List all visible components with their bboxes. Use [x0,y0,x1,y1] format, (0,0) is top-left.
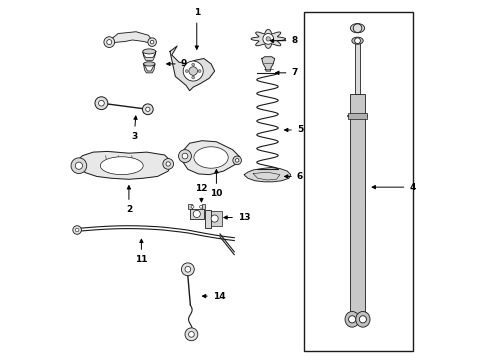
Text: 10: 10 [210,170,222,198]
Text: 13: 13 [224,213,250,222]
Circle shape [183,61,203,81]
Circle shape [75,228,79,232]
Circle shape [181,263,194,276]
Bar [190,208,204,219]
Circle shape [98,100,104,106]
Circle shape [266,37,270,41]
Circle shape [150,40,154,44]
Circle shape [355,38,360,44]
Polygon shape [143,52,156,60]
Text: 8: 8 [270,36,298,45]
Ellipse shape [143,49,156,54]
Ellipse shape [352,37,363,44]
Bar [211,211,222,226]
Polygon shape [144,64,155,73]
Text: 4: 4 [372,183,416,192]
Polygon shape [262,57,275,71]
Text: 11: 11 [135,239,147,264]
Ellipse shape [144,62,155,66]
Circle shape [263,33,273,44]
Ellipse shape [194,147,228,168]
Circle shape [189,67,197,75]
Circle shape [199,205,202,208]
Ellipse shape [356,311,370,327]
Text: 6: 6 [285,172,303,181]
Polygon shape [245,167,291,182]
Polygon shape [109,32,152,44]
Text: 3: 3 [131,116,137,141]
Circle shape [348,316,356,323]
Text: 9: 9 [167,59,187,68]
Circle shape [73,226,81,234]
Circle shape [104,37,115,48]
Ellipse shape [345,311,359,327]
Circle shape [182,153,188,159]
Polygon shape [170,46,215,91]
Circle shape [185,328,198,341]
Circle shape [189,332,194,337]
Bar [348,113,367,119]
Ellipse shape [350,23,365,33]
Circle shape [143,104,153,114]
Bar [205,210,211,228]
Circle shape [353,24,362,32]
Circle shape [359,316,367,323]
Circle shape [193,210,200,217]
Circle shape [235,158,239,162]
Circle shape [146,107,150,111]
Circle shape [148,38,156,46]
Bar [304,12,413,351]
Circle shape [163,158,173,169]
Circle shape [71,158,87,174]
Circle shape [75,162,82,169]
Circle shape [233,156,242,165]
Text: 14: 14 [202,292,225,301]
Text: 5: 5 [285,126,303,135]
Circle shape [178,150,192,162]
Circle shape [185,266,191,272]
Circle shape [191,205,194,208]
Text: 7: 7 [276,68,298,77]
Circle shape [192,76,195,79]
Circle shape [211,215,218,222]
Bar [350,94,365,319]
Text: 1: 1 [194,9,200,49]
Text: 12: 12 [195,184,208,202]
Polygon shape [75,152,172,179]
Circle shape [107,40,112,45]
Circle shape [192,63,195,66]
Ellipse shape [100,157,143,175]
Bar [188,204,192,209]
Bar [202,204,205,209]
Polygon shape [251,30,285,48]
Circle shape [185,69,188,72]
Circle shape [166,162,171,166]
Bar [355,41,360,94]
Circle shape [198,69,201,72]
Text: 2: 2 [126,186,132,214]
Circle shape [95,97,108,110]
Polygon shape [181,141,240,175]
